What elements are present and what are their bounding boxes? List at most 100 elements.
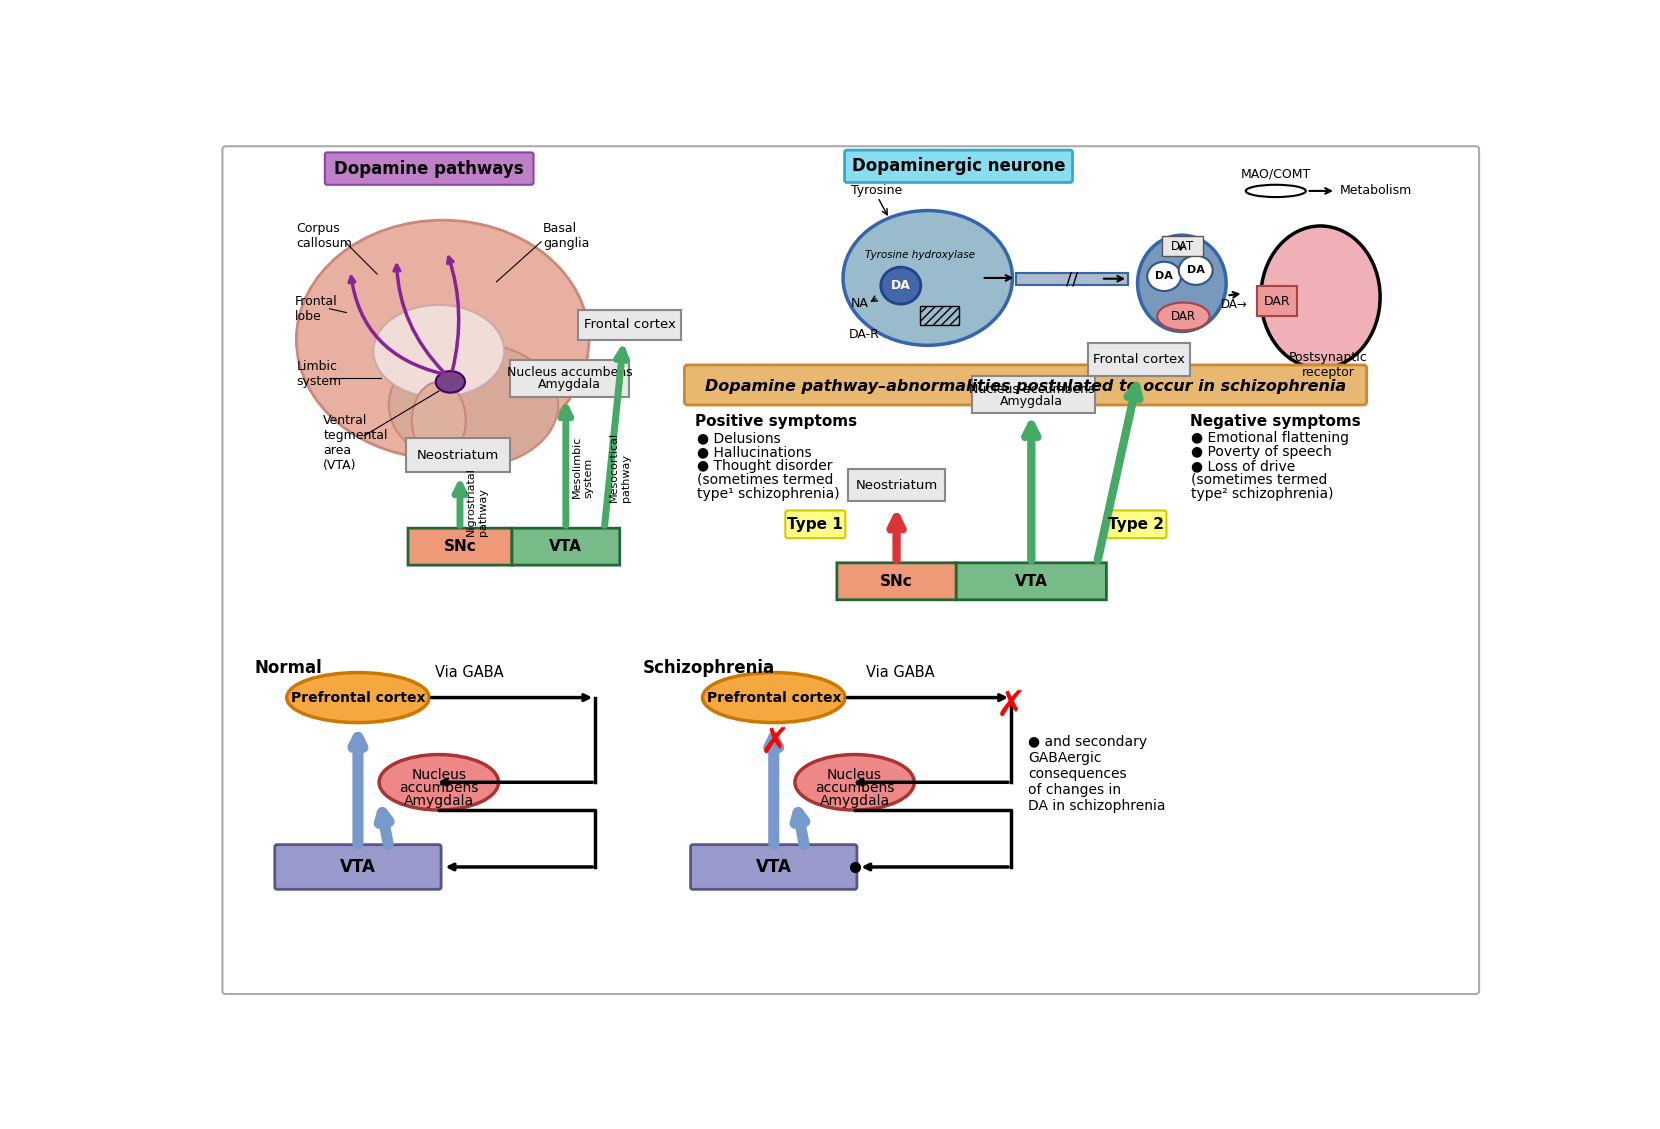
Text: Dopaminergic neurone: Dopaminergic neurone — [852, 157, 1066, 175]
Text: DA→: DA→ — [1220, 298, 1248, 312]
Text: type² schizophrenia): type² schizophrenia) — [1192, 487, 1333, 500]
Text: //: // — [1066, 271, 1079, 289]
Ellipse shape — [881, 268, 921, 304]
Text: ● Loss of drive: ● Loss of drive — [1192, 458, 1295, 473]
Text: Negative symptoms: Negative symptoms — [1190, 414, 1360, 429]
Text: Type 1: Type 1 — [787, 517, 843, 532]
Text: Neostriatum: Neostriatum — [855, 479, 938, 491]
Text: accumbens: accumbens — [398, 780, 478, 795]
FancyBboxPatch shape — [407, 438, 510, 472]
Text: DA: DA — [891, 279, 911, 292]
Text: VTA: VTA — [340, 858, 375, 876]
FancyBboxPatch shape — [785, 510, 845, 539]
FancyBboxPatch shape — [510, 359, 629, 396]
Text: Tyrosine hydroxylase: Tyrosine hydroxylase — [865, 250, 974, 260]
Text: Nucleus: Nucleus — [827, 768, 881, 781]
Ellipse shape — [388, 343, 558, 466]
Ellipse shape — [412, 382, 466, 458]
Text: DA: DA — [1155, 271, 1174, 281]
Text: VTA: VTA — [549, 540, 583, 554]
Text: MAO/COMT: MAO/COMT — [1240, 167, 1311, 181]
Bar — [1016, 272, 1127, 285]
Ellipse shape — [1137, 235, 1227, 332]
FancyBboxPatch shape — [848, 469, 946, 501]
Ellipse shape — [1147, 262, 1180, 291]
Text: Frontal cortex: Frontal cortex — [1092, 353, 1185, 366]
Text: Limbic
system: Limbic system — [297, 360, 342, 388]
Text: Amygdala: Amygdala — [538, 378, 601, 391]
Text: NA: NA — [852, 297, 868, 309]
Text: ✗: ✗ — [996, 689, 1026, 723]
Text: VTA: VTA — [755, 858, 792, 876]
Text: (sometimes termed: (sometimes termed — [697, 473, 833, 487]
Ellipse shape — [1245, 185, 1306, 198]
Text: Mesolimbic
system: Mesolimbic system — [573, 436, 594, 498]
Text: DAT: DAT — [1170, 239, 1194, 253]
FancyBboxPatch shape — [691, 844, 857, 890]
Text: DAR: DAR — [1170, 310, 1195, 323]
Text: Via GABA: Via GABA — [867, 665, 935, 681]
FancyBboxPatch shape — [325, 152, 533, 185]
Ellipse shape — [843, 210, 1013, 345]
FancyBboxPatch shape — [1162, 236, 1204, 256]
Text: ● Emotional flattening: ● Emotional flattening — [1192, 431, 1350, 445]
Ellipse shape — [297, 220, 589, 458]
Text: Neostriatum: Neostriatum — [417, 448, 500, 462]
FancyBboxPatch shape — [1106, 510, 1167, 539]
Text: Mesocortical
pathway: Mesocortical pathway — [609, 431, 631, 501]
Text: Schizophrenia: Schizophrenia — [642, 659, 775, 677]
Text: Corpus
callosum: Corpus callosum — [297, 221, 352, 250]
Ellipse shape — [1262, 226, 1379, 368]
Text: type¹ schizophrenia): type¹ schizophrenia) — [697, 487, 840, 500]
Ellipse shape — [435, 371, 465, 393]
Text: Amygdala: Amygdala — [403, 794, 473, 807]
Text: Metabolism: Metabolism — [1340, 184, 1413, 198]
Text: Nucleus accumbens: Nucleus accumbens — [968, 383, 1094, 396]
Text: Dopamine pathway–abnormalities postulated to occur in schizophrenia: Dopamine pathway–abnormalities postulate… — [706, 379, 1346, 394]
Text: Tyrosine: Tyrosine — [852, 184, 901, 198]
Text: Nucleus: Nucleus — [412, 768, 466, 781]
Ellipse shape — [287, 673, 430, 723]
Ellipse shape — [378, 754, 498, 809]
Text: ● Delusions: ● Delusions — [697, 431, 780, 445]
Text: accumbens: accumbens — [815, 780, 895, 795]
Text: Type 2: Type 2 — [1109, 517, 1164, 532]
Text: ● Hallucinations: ● Hallucinations — [697, 445, 812, 460]
Text: Ventral
tegmental
area
(VTA): Ventral tegmental area (VTA) — [324, 414, 388, 472]
Text: Frontal cortex: Frontal cortex — [584, 318, 676, 332]
Text: ● Thought disorder: ● Thought disorder — [697, 458, 832, 473]
Text: ✗: ✗ — [760, 725, 790, 759]
Text: DA: DA — [1187, 265, 1205, 275]
Text: Prefrontal cortex: Prefrontal cortex — [290, 691, 425, 704]
Ellipse shape — [1157, 303, 1210, 331]
FancyBboxPatch shape — [1087, 343, 1190, 376]
Text: (sometimes termed: (sometimes termed — [1192, 473, 1328, 487]
Text: SNc: SNc — [880, 574, 913, 589]
Text: Frontal
lobe: Frontal lobe — [295, 295, 337, 323]
Ellipse shape — [374, 305, 505, 397]
Text: Positive symptoms: Positive symptoms — [696, 414, 857, 429]
FancyBboxPatch shape — [276, 844, 442, 890]
FancyBboxPatch shape — [408, 528, 511, 566]
FancyBboxPatch shape — [222, 147, 1479, 994]
Text: Normal: Normal — [254, 659, 322, 677]
FancyBboxPatch shape — [511, 528, 619, 566]
Text: ● Poverty of speech: ● Poverty of speech — [1192, 445, 1331, 460]
Text: Nigrostriatal
pathway: Nigrostriatal pathway — [466, 466, 488, 535]
Text: VTA: VTA — [1014, 574, 1047, 589]
FancyBboxPatch shape — [578, 309, 681, 340]
Bar — [920, 306, 958, 325]
FancyBboxPatch shape — [845, 150, 1072, 183]
FancyBboxPatch shape — [684, 365, 1366, 405]
Text: Via GABA: Via GABA — [435, 665, 503, 681]
FancyBboxPatch shape — [973, 376, 1096, 413]
Text: DAR: DAR — [1263, 295, 1290, 307]
Ellipse shape — [702, 673, 845, 723]
Text: SNc: SNc — [443, 540, 476, 554]
Text: Amygdala: Amygdala — [999, 395, 1062, 408]
FancyBboxPatch shape — [837, 563, 956, 599]
Text: Prefrontal cortex: Prefrontal cortex — [707, 691, 842, 704]
Ellipse shape — [1179, 255, 1213, 285]
Bar — [1257, 286, 1298, 316]
Text: ● and secondary
GABAergic
consequences
of changes in
DA in schizophrenia: ● and secondary GABAergic consequences o… — [1028, 735, 1165, 813]
